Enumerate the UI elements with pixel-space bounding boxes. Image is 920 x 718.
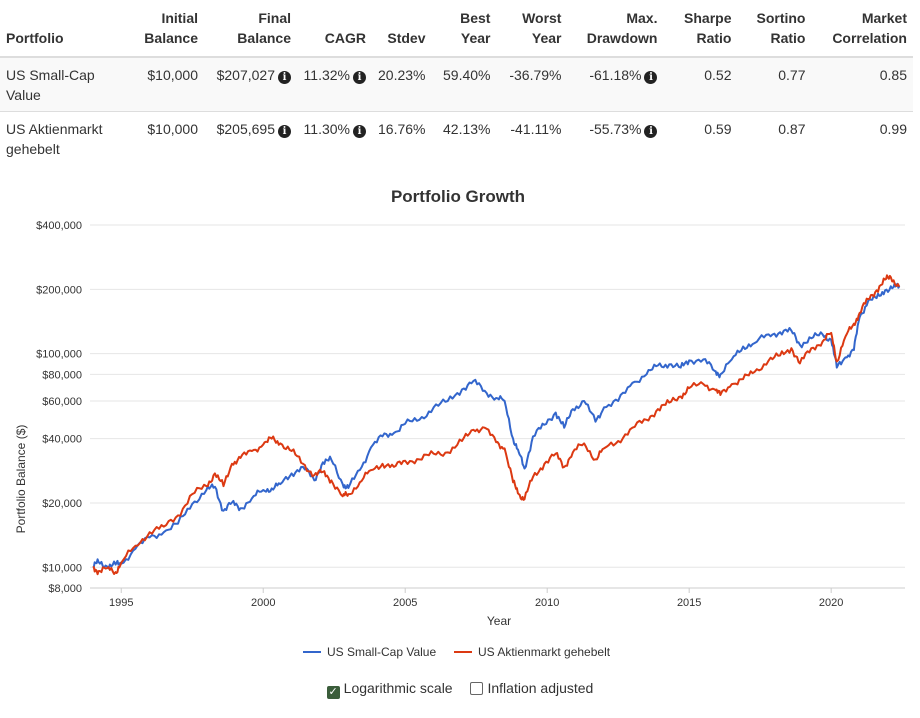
chart-series bbox=[92, 274, 901, 576]
header-sortino-ratio: Sortino Ratio bbox=[737, 0, 812, 58]
cell-cagr: 11.30% i bbox=[297, 111, 372, 165]
y-tick-label: $10,000 bbox=[42, 562, 82, 574]
header-cagr: CAGR bbox=[297, 0, 372, 58]
logarithmic-scale-label: Logarithmic scale bbox=[343, 680, 453, 696]
cell-cagr: 11.32% i bbox=[297, 56, 372, 112]
header-portfolio: Portfolio bbox=[0, 0, 128, 58]
info-circle-icon[interactable]: i bbox=[353, 71, 366, 84]
cell-max-drawdown: -61.18% i bbox=[567, 56, 664, 112]
chart-options: ✓ Logarithmic scale Inflation adjusted bbox=[0, 680, 920, 699]
cell-best-year: 59.40% bbox=[431, 56, 497, 112]
cell-stdev: 20.23% bbox=[372, 56, 432, 112]
x-tick-label: 1995 bbox=[109, 597, 133, 609]
series-line-1 bbox=[92, 274, 901, 576]
header-worst-year: Worst Year bbox=[496, 0, 568, 58]
x-tick-label: 2020 bbox=[819, 597, 843, 609]
inflation-adjusted-label: Inflation adjusted bbox=[487, 680, 594, 696]
cell-worst-year: -41.11% bbox=[496, 111, 568, 165]
x-axis-ticks: 1995 2000 2005 2010 2015 2020 bbox=[109, 588, 843, 609]
y-tick-label: $20,000 bbox=[42, 498, 82, 510]
header-market-correlation: Market Correlation bbox=[811, 0, 913, 58]
cell-final-balance: $205,695 i bbox=[204, 111, 297, 165]
y-tick-label: $40,000 bbox=[42, 434, 82, 446]
header-stdev: Stdev bbox=[372, 0, 432, 58]
cell-worst-year: -36.79% bbox=[496, 56, 568, 112]
y-tick-label: $80,000 bbox=[42, 369, 82, 381]
header-initial-balance: Initial Balance bbox=[128, 0, 204, 58]
table-header-row: Portfolio Initial Balance Final Balance CA… bbox=[0, 0, 913, 58]
x-tick-label: 2005 bbox=[393, 597, 417, 609]
cell-sortino-ratio: 0.77 bbox=[737, 56, 812, 112]
x-tick-label: 2015 bbox=[677, 597, 701, 609]
series-line-0 bbox=[92, 282, 901, 570]
chart-gridlines bbox=[90, 224, 905, 589]
info-circle-icon[interactable]: i bbox=[278, 71, 291, 84]
info-circle-icon[interactable]: i bbox=[644, 125, 658, 138]
header-max-drawdown: Max. Drawdown bbox=[567, 0, 664, 58]
cell-sharpe-ratio: 0.59 bbox=[663, 111, 738, 165]
info-circle-icon[interactable]: i bbox=[353, 125, 366, 138]
portfolio-growth-chart: Portfolio Growth $8,000 $10,000 $20,000 $40… bbox=[14, 187, 905, 659]
cell-portfolio: US Small-Cap Value bbox=[0, 56, 128, 112]
y-tick-label: $8,000 bbox=[48, 583, 82, 595]
y-axis-ticks: $8,000 $10,000 $20,000 $40,000 $60,000 $80,00… bbox=[36, 220, 82, 595]
cell-stdev: 16.76% bbox=[372, 111, 432, 165]
checkbox-checked-icon[interactable]: ✓ bbox=[326, 686, 340, 699]
x-tick-label: 2000 bbox=[251, 597, 275, 609]
cell-market-correlation: 0.99 bbox=[811, 111, 913, 165]
x-axis-label: Year bbox=[487, 614, 511, 628]
checkbox-unchecked-icon[interactable] bbox=[470, 682, 484, 695]
cell-market-correlation: 0.85 bbox=[811, 56, 913, 112]
legend-item-us-small-cap-value[interactable]: US Small-Cap Value bbox=[303, 645, 436, 659]
cell-max-drawdown: -55.73% i bbox=[567, 111, 664, 165]
header-best-year: Best Year bbox=[431, 0, 497, 58]
chart-title: Portfolio Growth bbox=[391, 187, 525, 206]
y-tick-label: $100,000 bbox=[36, 349, 82, 361]
y-tick-label: $200,000 bbox=[36, 284, 82, 296]
chart-legend: US Small-Cap Value US Aktienmarkt gehebe… bbox=[303, 645, 611, 659]
legend-label: US Small-Cap Value bbox=[327, 645, 436, 659]
cell-best-year: 42.13% bbox=[431, 111, 497, 165]
info-circle-icon[interactable]: i bbox=[278, 125, 291, 138]
cell-sortino-ratio: 0.87 bbox=[737, 111, 812, 165]
cell-sharpe-ratio: 0.52 bbox=[663, 56, 738, 112]
legend-label: US Aktienmarkt gehebelt bbox=[478, 645, 611, 659]
cell-final-balance: $207,027 i bbox=[204, 56, 297, 112]
table-row: US Aktienmarkt gehebelt $10,000 $205,695 i… bbox=[0, 111, 913, 165]
table-row: US Small-Cap Value $10,000 $207,027 i 11.3… bbox=[0, 56, 913, 112]
info-circle-icon[interactable]: i bbox=[644, 71, 658, 84]
portfolio-stats-table: Portfolio Initial Balance Final Balance CA… bbox=[0, 0, 913, 165]
logarithmic-scale-checkbox[interactable]: ✓ Logarithmic scale bbox=[326, 680, 453, 699]
legend-item-us-aktienmarkt-gehebelt[interactable]: US Aktienmarkt gehebelt bbox=[454, 645, 611, 659]
cell-initial-balance: $10,000 bbox=[128, 111, 204, 165]
inflation-adjusted-checkbox[interactable]: Inflation adjusted bbox=[470, 680, 593, 696]
header-final-balance: Final Balance bbox=[204, 0, 297, 58]
cell-initial-balance: $10,000 bbox=[128, 56, 204, 112]
y-tick-label: $400,000 bbox=[36, 220, 82, 232]
x-tick-label: 2010 bbox=[535, 597, 559, 609]
y-tick-label: $60,000 bbox=[42, 396, 82, 408]
header-sharpe-ratio: Sharpe Ratio bbox=[663, 0, 738, 58]
cell-portfolio: US Aktienmarkt gehebelt bbox=[0, 111, 128, 165]
y-axis-label: Portfolio Balance ($) bbox=[14, 425, 28, 534]
